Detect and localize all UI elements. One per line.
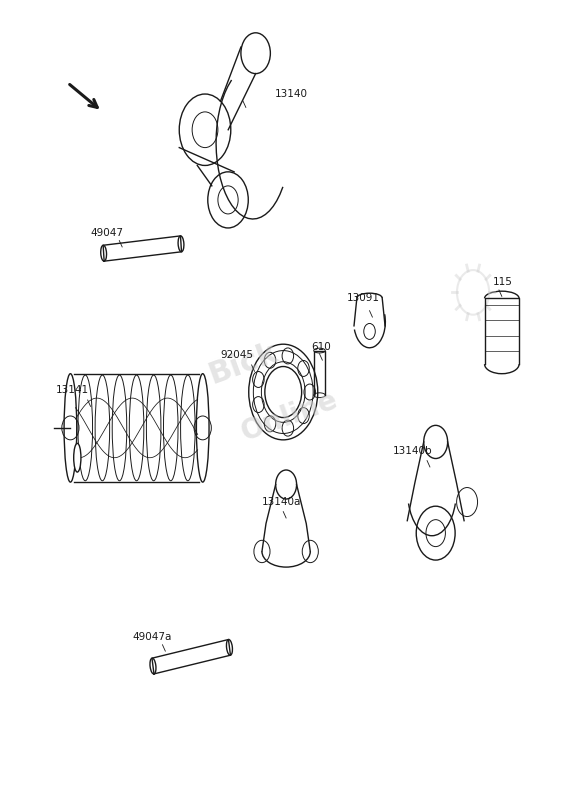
Text: Online: Online xyxy=(237,386,341,446)
Text: 13141: 13141 xyxy=(56,385,89,394)
Text: 49047a: 49047a xyxy=(132,632,172,642)
Text: 13140: 13140 xyxy=(275,89,307,99)
Text: 610: 610 xyxy=(311,342,331,352)
Ellipse shape xyxy=(73,443,81,472)
Text: 49047: 49047 xyxy=(91,227,124,238)
Text: Bick: Bick xyxy=(204,338,281,390)
Polygon shape xyxy=(71,374,203,482)
Text: 13140b: 13140b xyxy=(392,446,432,456)
Text: 13091: 13091 xyxy=(347,293,380,303)
Text: 92045: 92045 xyxy=(220,350,253,360)
Text: 13140a: 13140a xyxy=(262,497,301,507)
Text: 115: 115 xyxy=(493,277,513,287)
